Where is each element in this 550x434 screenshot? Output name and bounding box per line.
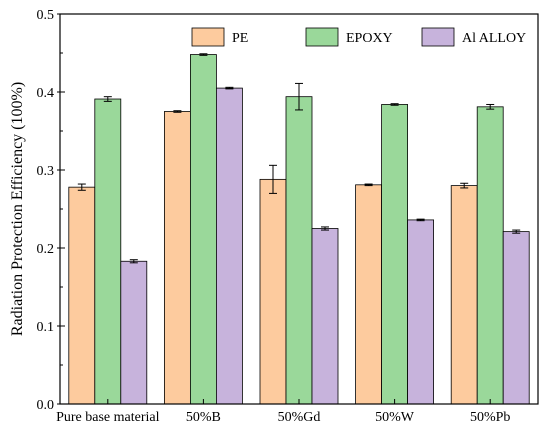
x-axis: Pure base material 50%B 50%Gd 50%W 50%Pb (56, 399, 510, 425)
y-tick-label: 0.0 (37, 398, 55, 413)
y-axis: 0.0 0.1 0.2 0.3 0.4 0.5 (37, 8, 65, 413)
y-tick-label: 0.1 (37, 320, 55, 335)
legend-item: Al ALLOY (421, 27, 526, 47)
bar-al-alloy-2 (311, 228, 339, 405)
bar-al-alloy-1 (215, 87, 243, 405)
legend-item: EPOXY (305, 27, 393, 47)
bar-epoxy-4 (476, 106, 504, 405)
y-tick-label: 0.2 (37, 242, 55, 257)
bar-epoxy-3 (381, 104, 409, 405)
legend-label: PE (232, 31, 248, 46)
y-tick-label: 0.4 (37, 86, 55, 101)
error-bars-layer (77, 53, 521, 264)
x-tick-label: 50%Pb (470, 410, 510, 425)
bar-pe-0 (68, 186, 96, 405)
legend-swatch (305, 27, 339, 47)
x-tick-label: 50%B (186, 410, 221, 425)
bar-epoxy-0 (94, 98, 122, 405)
bar-al-alloy-3 (407, 219, 435, 405)
x-tick-label: 50%Gd (278, 410, 321, 425)
legend-swatch (191, 27, 225, 47)
y-tick-label: 0.3 (37, 164, 55, 179)
bar-al-alloy-0 (120, 260, 148, 405)
legend-label: Al ALLOY (462, 31, 526, 46)
legend-swatch (421, 27, 455, 47)
y-tick-label: 0.5 (37, 8, 55, 23)
x-tick-label: 50%W (375, 410, 415, 425)
bar-epoxy-1 (189, 54, 217, 405)
legend-item: PE (191, 27, 248, 47)
legend-label: EPOXY (346, 31, 393, 46)
bar-al-alloy-4 (502, 231, 530, 405)
bar-pe-1 (163, 111, 191, 405)
bar-pe-3 (355, 184, 383, 405)
bars-layer (68, 54, 530, 405)
bar-epoxy-2 (285, 96, 313, 405)
x-tick-label: Pure base material (56, 410, 160, 425)
bar-pe-4 (450, 185, 478, 405)
y-axis-title: Radiation Protection Efficiency (100%) (9, 82, 26, 336)
legend: PE EPOXY Al ALLOY (191, 27, 526, 47)
bar-pe-2 (259, 178, 287, 405)
